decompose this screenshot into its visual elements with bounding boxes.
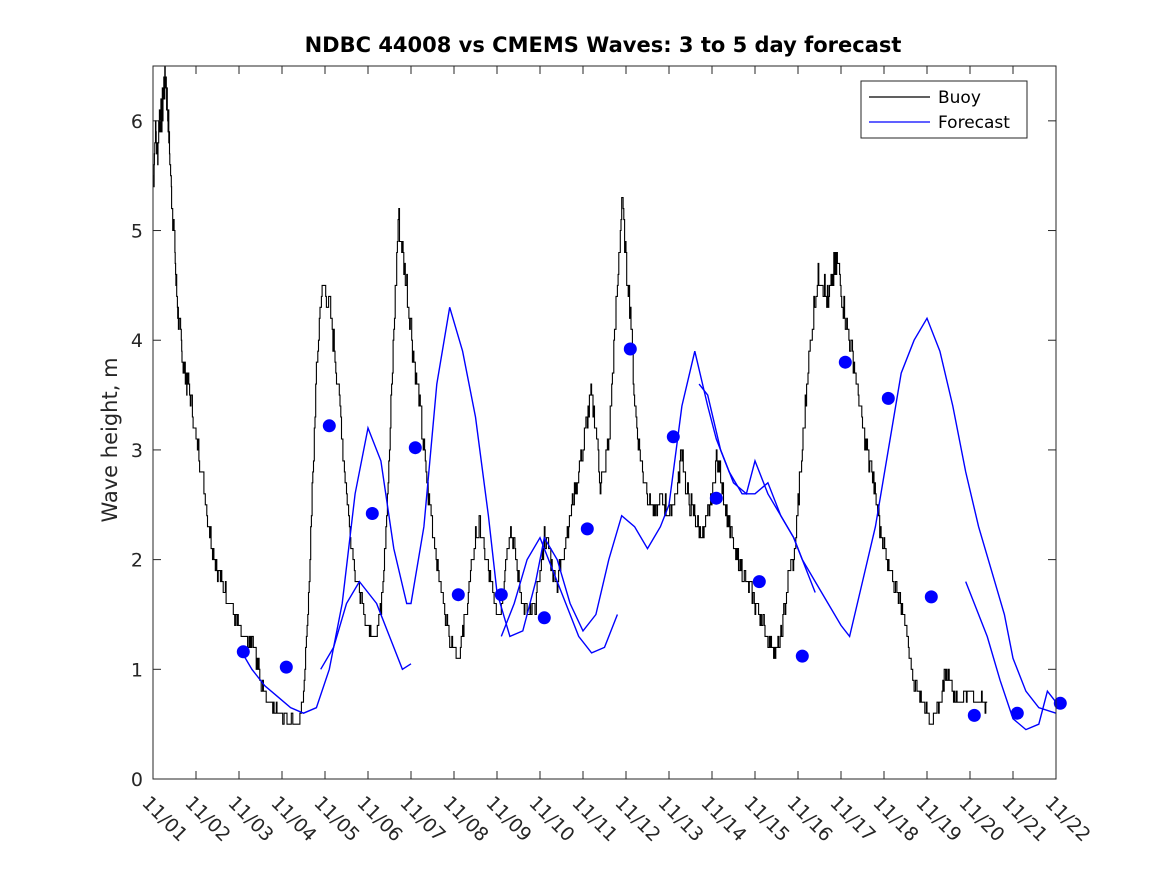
- y-tick-label: 6: [131, 111, 143, 133]
- y-tick-label: 3: [131, 440, 143, 462]
- forecast-marker: [494, 588, 508, 602]
- x-tick-label: 11/19: [911, 792, 965, 846]
- x-tick-label: 11/20: [954, 792, 1008, 846]
- y-axis: 0 1 2 3 4 5 6: [131, 111, 1056, 791]
- x-tick-label: 11/14: [696, 792, 750, 846]
- forecast-marker: [1053, 696, 1067, 710]
- x-tick-label: 11/01: [137, 792, 191, 846]
- x-tick-label: 11/16: [782, 792, 836, 846]
- forecast-series-line-4: [698, 383, 816, 593]
- x-tick-label: 11/17: [825, 792, 879, 846]
- forecast-series-line-2: [320, 580, 412, 671]
- x-tick-label: 11/21: [997, 792, 1051, 846]
- forecast-marker: [537, 611, 551, 625]
- x-tick-label: 11/18: [868, 792, 922, 846]
- x-tick-label: 11/22: [1040, 792, 1094, 846]
- y-axis-label: Wave height, m: [98, 357, 122, 522]
- forecast-marker: [666, 430, 680, 444]
- y-tick-label: 5: [131, 221, 143, 243]
- y-tick-label: 1: [131, 659, 143, 681]
- x-tick-label: 11/06: [352, 792, 406, 846]
- legend: Buoy Forecast: [860, 80, 1028, 139]
- forecast-series-line-3: [500, 536, 619, 654]
- forecast-marker: [408, 441, 422, 455]
- legend-box: [860, 80, 1028, 139]
- plot-frame: [152, 65, 1057, 780]
- forecast-marker: [795, 649, 809, 663]
- forecast-marker: [365, 507, 379, 520]
- legend-buoy-label: Buoy: [938, 88, 981, 108]
- series-layer: [152, 65, 1057, 731]
- forecast-marker: [967, 708, 981, 722]
- forecast-marker: [236, 645, 250, 659]
- buoy-series-line: [152, 65, 988, 725]
- chart-title: NDBC 44008 vs CMEMS Waves: 3 to 5 day fo…: [305, 33, 902, 57]
- forecast-marker: [924, 590, 938, 604]
- x-tick-label: 11/02: [180, 792, 234, 846]
- forecast-marker: [322, 419, 336, 433]
- x-tick-label: 11/09: [481, 792, 535, 846]
- forecast-marker: [451, 588, 465, 602]
- y-tick-label: 4: [131, 330, 143, 352]
- x-tick-label: 11/15: [739, 792, 793, 846]
- x-tick-label: 11/13: [653, 792, 707, 846]
- x-tick-label: 11/10: [524, 792, 578, 846]
- forecast-marker: [838, 355, 852, 369]
- forecast-marker: [580, 522, 594, 536]
- forecast-series-line-5: [965, 581, 1057, 731]
- forecast-marker: [752, 575, 766, 589]
- marker-layer: [236, 342, 1067, 722]
- x-tick-label: 11/04: [266, 792, 320, 846]
- x-tick-label: 11/05: [309, 792, 363, 846]
- x-tick-label: 11/08: [438, 792, 492, 846]
- x-tick-label: 11/07: [395, 792, 449, 846]
- plot-area: [153, 66, 1056, 779]
- forecast-series-line-1: [238, 307, 1057, 714]
- forecast-marker: [881, 391, 895, 405]
- legend-forecast-label: Forecast: [938, 113, 1010, 133]
- forecast-marker: [1010, 706, 1024, 720]
- x-tick-label: 11/03: [223, 792, 277, 846]
- y-tick-label: 0: [131, 769, 143, 791]
- forecast-marker: [279, 660, 293, 674]
- y-tick-label: 2: [131, 550, 143, 572]
- forecast-marker: [709, 491, 723, 505]
- x-tick-label: 11/11: [567, 792, 621, 846]
- forecast-marker: [623, 342, 637, 356]
- x-tick-label: 11/12: [610, 792, 664, 846]
